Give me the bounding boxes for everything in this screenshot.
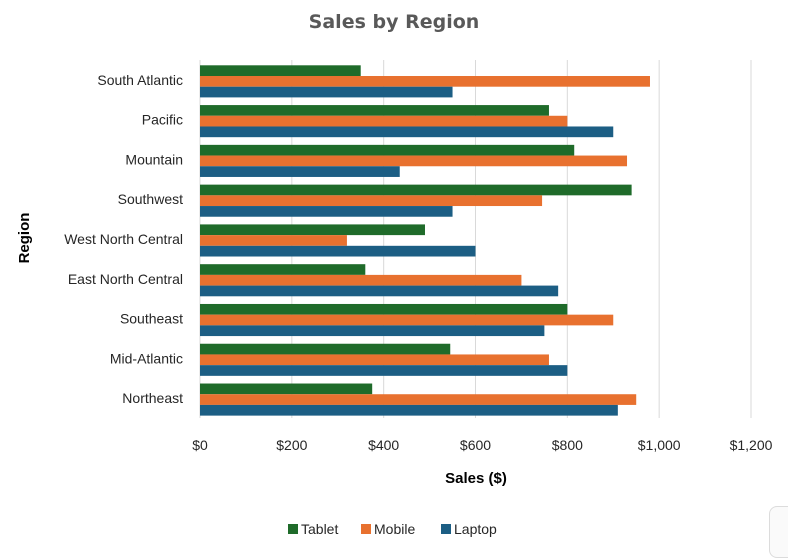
bar-mobile: [200, 354, 549, 366]
bar-tablet: [200, 303, 568, 315]
legend: Tablet Mobile Laptop: [288, 521, 497, 537]
legend-label-mobile: Mobile: [374, 521, 415, 537]
legend-label-laptop: Laptop: [454, 521, 497, 537]
bar-laptop: [200, 126, 614, 138]
corner-panel-tab[interactable]: [769, 506, 788, 558]
bar-laptop: [200, 285, 559, 297]
bar-laptop: [200, 86, 453, 98]
bar-laptop: [200, 245, 476, 257]
category-label: Southwest: [118, 191, 183, 207]
bar-mobile: [200, 76, 650, 87]
legend-label-tablet: Tablet: [301, 521, 338, 537]
x-tick-label: $200: [276, 437, 307, 453]
category-label: East North Central: [68, 271, 183, 287]
bar-tablet: [200, 65, 361, 76]
category-label: Northeast: [122, 390, 183, 406]
category-label: Mid-Atlantic: [110, 350, 183, 366]
bar-mobile: [200, 314, 614, 326]
bar-mobile: [200, 274, 522, 286]
chart-title: Sales by Region: [309, 11, 480, 33]
bar-tablet: [200, 224, 425, 236]
bar-tablet: [200, 264, 366, 275]
bar-laptop: [200, 365, 568, 376]
x-tick-label: $1,000: [638, 437, 681, 453]
bar-tablet: [200, 343, 451, 355]
category-label: West North Central: [64, 231, 183, 247]
category-label: Mountain: [125, 151, 183, 167]
x-tick-labels: $0 $200 $400 $600 $800 $1,000 $1,200: [192, 437, 772, 453]
bar-mobile: [200, 394, 637, 405]
x-axis-title: Sales ($): [445, 470, 507, 487]
legend-swatch-mobile: [361, 524, 371, 534]
bar-laptop: [200, 404, 618, 416]
bar-tablet: [200, 144, 575, 156]
bar-tablet: [200, 383, 373, 395]
legend-swatch-tablet: [288, 524, 298, 534]
y-axis-title: Region: [16, 213, 33, 264]
x-tick-label: $0: [192, 437, 208, 453]
bar-laptop: [200, 325, 545, 337]
bar-mobile: [200, 235, 347, 246]
bar-laptop: [200, 166, 400, 177]
x-tick-label: $800: [552, 437, 583, 453]
legend-swatch-laptop: [441, 524, 451, 534]
bar-tablet: [200, 184, 632, 196]
category-label: South Atlantic: [97, 72, 183, 88]
bars: [200, 65, 650, 416]
bar-mobile: [200, 195, 543, 207]
bar-mobile: [200, 155, 628, 167]
x-tick-label: $400: [368, 437, 399, 453]
category-label: Pacific: [142, 112, 183, 128]
bar-mobile: [200, 115, 568, 127]
x-tick-label: $600: [460, 437, 491, 453]
category-label: Southeast: [120, 311, 183, 327]
category-labels: South Atlantic Pacific Mountain Southwest We…: [64, 72, 183, 406]
bar-laptop: [200, 206, 453, 217]
bar-tablet: [200, 105, 549, 116]
x-tick-label: $1,200: [730, 437, 773, 453]
